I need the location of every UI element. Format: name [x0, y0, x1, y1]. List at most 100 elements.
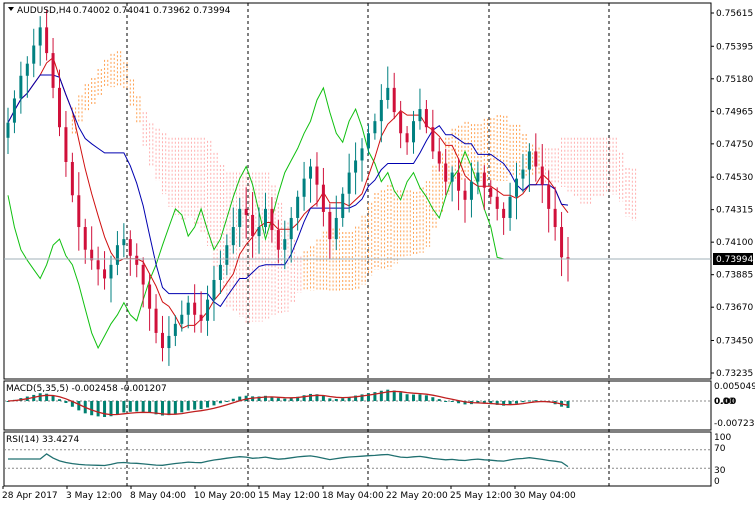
macd-bar	[495, 401, 499, 405]
rsi-panel-frame	[3, 431, 712, 487]
macd-bar	[321, 395, 325, 401]
chevron-down-icon[interactable]	[8, 7, 14, 11]
macd-bar	[379, 390, 383, 401]
macd-bar	[463, 401, 467, 405]
candle-body	[6, 122, 10, 138]
candle-body	[489, 187, 493, 197]
macd-signal-line	[7, 390, 569, 416]
macd-bar	[418, 394, 422, 401]
macd-bar	[328, 398, 332, 401]
candle-body	[412, 121, 416, 143]
macd-bar	[341, 398, 345, 401]
candle-body	[32, 45, 36, 64]
macd-bar	[257, 396, 261, 401]
candle-body	[135, 255, 139, 265]
macd-bar	[154, 401, 158, 415]
candle-body	[109, 264, 113, 279]
candle-body	[38, 27, 42, 46]
macd-bar	[263, 395, 267, 401]
kijun-line	[7, 74, 569, 308]
time-tick-label: 22 May 20:00	[386, 491, 448, 501]
candle-body	[457, 172, 461, 191]
macd-bar	[45, 393, 49, 401]
candle-body	[450, 172, 454, 182]
macd-bar	[115, 401, 119, 415]
macd-bar	[296, 396, 300, 401]
candle-body	[321, 184, 325, 212]
macd-bar	[51, 395, 55, 401]
candle-body	[502, 208, 506, 218]
candle-body	[553, 208, 557, 228]
candle-body	[57, 87, 61, 128]
macd-bar	[57, 399, 61, 401]
candle-body	[521, 169, 525, 179]
macd-bar	[289, 398, 293, 401]
macd-bar	[457, 401, 461, 404]
candle-body	[341, 193, 345, 218]
macd-bar	[238, 396, 242, 401]
candle-body	[476, 172, 480, 182]
candle-body	[418, 109, 422, 122]
candle-body	[160, 332, 164, 349]
macd-zero-bold: 0.00	[714, 397, 736, 407]
macd-bar	[508, 401, 512, 405]
price-tick-label: 0.73885	[716, 271, 753, 281]
price-tick-label: 0.74965	[716, 107, 753, 117]
candle-body	[51, 53, 55, 88]
macd-bar	[103, 401, 107, 417]
candle-body	[25, 63, 29, 76]
candle-body	[534, 151, 538, 167]
macd-axis-zero: 0.00	[714, 397, 734, 407]
candle-body	[276, 230, 280, 250]
macd-bar	[283, 398, 287, 401]
price-tick-label: 0.75180	[716, 75, 753, 85]
candle-body	[527, 151, 531, 170]
macd-bar	[122, 401, 126, 413]
macd-bar	[302, 395, 306, 401]
macd-bar	[309, 393, 313, 401]
candle-body	[257, 227, 261, 237]
time-tick-label: 30 May 04:00	[514, 491, 576, 501]
candle-body	[386, 87, 390, 100]
candle-body	[547, 184, 551, 209]
macd-bar	[193, 401, 197, 410]
candle-body	[399, 112, 403, 134]
candle-body	[141, 264, 145, 285]
macd-bar	[231, 398, 235, 401]
rsi-axis-0: 0	[714, 477, 720, 487]
macd-bar	[148, 401, 152, 413]
macd-bar	[270, 396, 274, 401]
candle-body	[328, 211, 332, 240]
time-tick-label: 28 Apr 2017	[2, 491, 58, 501]
rsi-axis-30: 30	[714, 466, 726, 476]
candle-body	[103, 269, 107, 279]
macd-bar	[212, 401, 216, 406]
candle-body	[392, 87, 396, 113]
rsi-header: RSI(14) 33.4274	[6, 435, 79, 445]
candle-body	[405, 133, 409, 143]
macd-axis-top: 0.005049	[714, 382, 755, 392]
candle-body	[251, 214, 255, 237]
candle-body	[334, 217, 338, 240]
candle-body	[218, 264, 222, 280]
candle-body	[566, 257, 570, 259]
macd-bar	[354, 395, 358, 401]
candle-body	[90, 249, 94, 261]
current-price-tag	[713, 253, 753, 265]
candle-body	[199, 314, 203, 321]
candle-body	[540, 166, 544, 185]
price-tick-label: 0.75395	[716, 42, 753, 52]
macd-bar	[160, 401, 164, 416]
time-tick-label: 18 May 04:00	[322, 491, 384, 501]
macd-bar	[373, 392, 377, 401]
candle-body	[225, 245, 229, 265]
macd-bar	[502, 401, 506, 406]
candle-body	[263, 208, 267, 228]
macd-bar	[199, 401, 203, 410]
candle-body	[167, 335, 171, 349]
candle-body	[302, 178, 306, 197]
price-tick-label: 0.74315	[716, 206, 753, 216]
candle-body	[128, 239, 132, 256]
